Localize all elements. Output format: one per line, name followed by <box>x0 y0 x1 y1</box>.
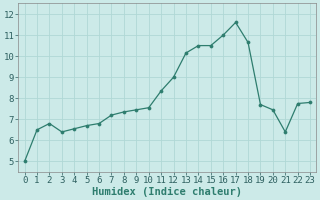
X-axis label: Humidex (Indice chaleur): Humidex (Indice chaleur) <box>92 186 242 197</box>
